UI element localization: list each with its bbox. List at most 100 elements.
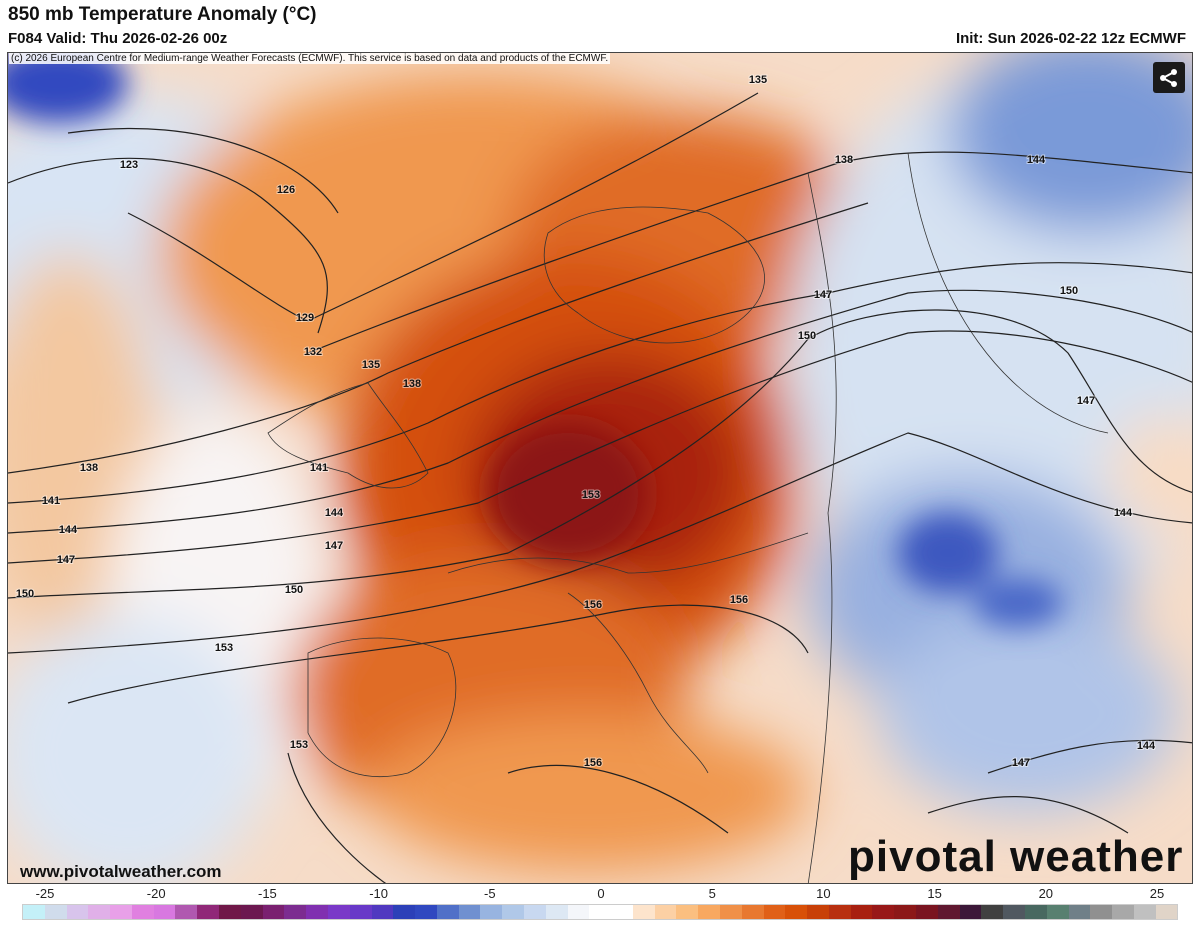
colorbar-swatch — [785, 905, 808, 919]
colorbar-swatch — [763, 905, 786, 919]
colorbar-tick-label: 10 — [816, 886, 831, 901]
colorbar-swatch — [916, 905, 938, 919]
contour-label: 135 — [362, 359, 380, 371]
contour-label: 129 — [296, 312, 314, 324]
colorbar-swatch — [219, 905, 241, 919]
colorbar-swatch — [1090, 905, 1113, 919]
colorbar-swatch — [110, 905, 132, 919]
contour-label: 153 — [215, 642, 233, 654]
contour-label: 135 — [749, 74, 767, 86]
valid-time: F084 Valid: Thu 2026-02-26 00z — [8, 30, 228, 47]
colorbar-tick-label: -15 — [257, 886, 277, 901]
colorbar-swatch — [654, 905, 677, 919]
colorbar-swatch — [88, 905, 111, 919]
colorbar-swatch — [23, 905, 45, 919]
colorbar-swatch — [872, 905, 895, 919]
contour-label: 156 — [584, 757, 602, 769]
colorbar-swatch — [44, 905, 67, 919]
colorbar-swatch — [502, 905, 524, 919]
colorbar-tick-label: 15 — [927, 886, 942, 901]
contour-labels: 135 123 126 138 144 129 147 150 132 135 150 138 147 1… — [15, 73, 1157, 770]
colorbar-swatch — [175, 905, 198, 919]
colorbar-tick-label: -25 — [35, 886, 55, 901]
contour-label: 144 — [1114, 507, 1133, 519]
website-url[interactable]: www.pivotalweather.com — [20, 862, 222, 881]
colorbar-swatch — [66, 905, 89, 919]
contour-label: 138 — [403, 378, 421, 390]
colorbar-tick-label: -5 — [484, 886, 496, 901]
colorbar-swatch — [567, 905, 590, 919]
colorbar-swatch — [676, 905, 699, 919]
colorbar-swatch — [807, 905, 829, 919]
contour-label: 153 — [582, 489, 600, 501]
contour-label: 144 — [59, 524, 78, 536]
colorbar-swatch — [349, 905, 372, 919]
contour-label: 150 — [285, 584, 303, 596]
contour-label: 138 — [835, 154, 853, 166]
colorbar-ticks: -25 -20 -15 -10 -5 0 5 10 15 20 25 — [0, 886, 1200, 902]
contour-label: 153 — [290, 739, 308, 751]
colorbar-swatch — [850, 905, 873, 919]
colorbar-swatch — [1046, 905, 1069, 919]
colorbar-swatch — [1068, 905, 1091, 919]
colorbar-swatch — [284, 905, 307, 919]
colorbar-swatch — [197, 905, 220, 919]
contour-label: 150 — [16, 588, 34, 600]
colorbar-swatch — [589, 905, 612, 919]
colorbar-tick-label: 5 — [708, 886, 716, 901]
share-icon — [1160, 68, 1177, 87]
contour-label: 147 — [1077, 395, 1095, 407]
colorbar-swatch — [1112, 905, 1134, 919]
colorbar-swatch — [1133, 905, 1156, 919]
anomaly-field — [8, 53, 1192, 883]
colorbar-tick-label: 25 — [1149, 886, 1165, 901]
contour-label: 156 — [730, 594, 748, 606]
contour-label: 144 — [325, 507, 344, 519]
colorbar-swatch — [1003, 905, 1025, 919]
colorbar-swatch — [371, 905, 394, 919]
contour-label: 147 — [814, 289, 832, 301]
colorbar-swatch — [981, 905, 1004, 919]
map-canvas: 135 123 126 138 144 129 147 150 132 135 150 138 147 1… — [8, 53, 1192, 883]
contour-label: 141 — [310, 462, 328, 474]
contour-label: 123 — [120, 159, 138, 171]
colorbar-swatch — [153, 905, 176, 919]
colorbar-tick-label: 20 — [1038, 886, 1054, 901]
contour-label: 156 — [584, 599, 602, 611]
colorbar-swatch — [240, 905, 263, 919]
share-button[interactable] — [1153, 62, 1185, 93]
contour-label: 126 — [277, 184, 295, 196]
contour-label: 147 — [325, 540, 343, 552]
contour-label: 147 — [1012, 757, 1030, 769]
contour-label: 144 — [1027, 154, 1046, 166]
colorbar-swatch — [306, 905, 328, 919]
colorbar-swatch — [741, 905, 764, 919]
contour-label: 141 — [42, 495, 60, 507]
colorbar-swatch — [1024, 905, 1047, 919]
colorbar-swatch — [480, 905, 503, 919]
map-title: 850 mb Temperature Anomaly (°C) — [8, 4, 317, 25]
colorbar-swatch — [415, 905, 437, 919]
colorbar-swatch — [894, 905, 917, 919]
contour-label: 150 — [1060, 285, 1078, 297]
colorbar-tick-label: 0 — [597, 886, 605, 901]
colorbar-swatch — [545, 905, 568, 919]
colorbar-swatch — [611, 905, 633, 919]
colorbar-swatch — [632, 905, 655, 919]
colorbar-swatch — [698, 905, 720, 919]
temperature-anomaly-map[interactable]: 135 123 126 138 144 129 147 150 132 135 150 138 147 1… — [7, 52, 1193, 884]
colorbar-swatch — [262, 905, 285, 919]
contour-label: 132 — [304, 346, 322, 358]
contour-label: 147 — [57, 554, 75, 566]
contour-label: 138 — [80, 462, 98, 474]
colorbar-swatch — [937, 905, 960, 919]
pivotal-weather-logo: pivotal weather — [848, 832, 1184, 881]
colorbar-swatch — [720, 905, 742, 919]
colorbar-swatch — [131, 905, 154, 919]
colorbar-swatch — [458, 905, 481, 919]
colorbar-swatch — [828, 905, 851, 919]
colorbar-swatch — [436, 905, 459, 919]
contour-label: 144 — [1137, 740, 1156, 752]
colorbar — [22, 904, 1178, 920]
init-time: Init: Sun 2026-02-22 12z ECMWF — [955, 30, 1186, 47]
